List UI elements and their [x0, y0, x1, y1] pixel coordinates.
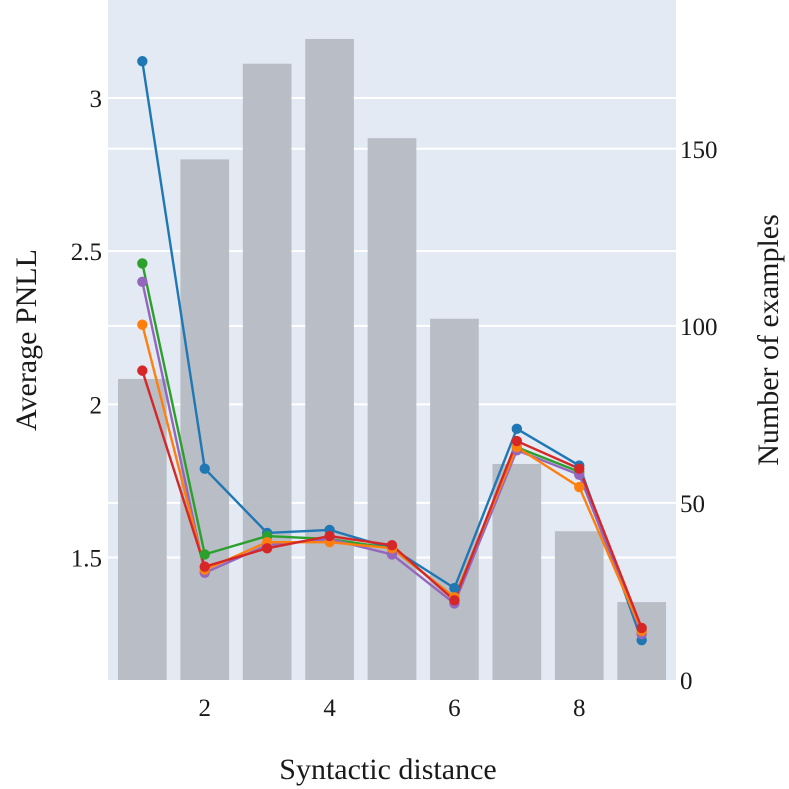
series-point-3 — [137, 276, 148, 288]
bar — [117, 378, 167, 680]
y-right-tick-label: 50 — [680, 491, 705, 518]
y-right-tick-label: 100 — [680, 314, 718, 341]
series-point-5 — [574, 463, 585, 474]
y-left-tick-label: 1.5 — [71, 545, 102, 572]
bar — [492, 463, 542, 680]
x-tick-labels: 2 4 6 8 — [198, 695, 585, 722]
bars — [117, 38, 667, 681]
series-point-4 — [574, 481, 585, 493]
series-point-4 — [137, 319, 148, 330]
bar — [367, 138, 417, 680]
y-left-tick-label: 3 — [90, 86, 103, 113]
series-point-1 — [449, 582, 460, 594]
series-point-5 — [137, 365, 148, 376]
y-left-axis-title: Average PNLL — [10, 249, 43, 431]
bar — [180, 159, 230, 680]
y-right-axis-title: Number of examples — [752, 214, 785, 466]
bar — [242, 63, 292, 680]
bar — [430, 318, 479, 680]
y-right-tick-label: 0 — [680, 668, 693, 695]
series-point-5 — [511, 435, 523, 447]
series-point-5 — [386, 540, 398, 551]
y-right-tick-labels: 0 50 100 150 — [680, 137, 718, 695]
x-tick-label: 4 — [323, 695, 336, 722]
y-left-tick-label: 2 — [90, 392, 103, 419]
series-point-1 — [511, 423, 523, 435]
series-point-5 — [261, 543, 273, 554]
bar — [305, 38, 354, 681]
y-left-tick-label: 2.5 — [71, 239, 102, 266]
x-tick-label: 2 — [198, 695, 211, 722]
bar — [554, 531, 604, 680]
x-tick-label: 8 — [573, 695, 586, 722]
series-point-5 — [636, 622, 647, 634]
series-point-5 — [449, 595, 460, 606]
x-tick-label: 6 — [448, 695, 461, 722]
x-axis-title: Syntactic distance — [279, 753, 496, 786]
series-point-5 — [324, 530, 335, 542]
y-right-tick-label: 150 — [680, 137, 718, 164]
series-point-1 — [137, 56, 148, 67]
y-left-tick-labels: 1.5 2 2.5 3 — [71, 86, 102, 572]
series-point-1 — [199, 463, 210, 474]
series-point-5 — [199, 561, 210, 572]
series-points — [137, 56, 647, 646]
series-point-2 — [137, 258, 148, 269]
series-point-2 — [199, 549, 210, 560]
